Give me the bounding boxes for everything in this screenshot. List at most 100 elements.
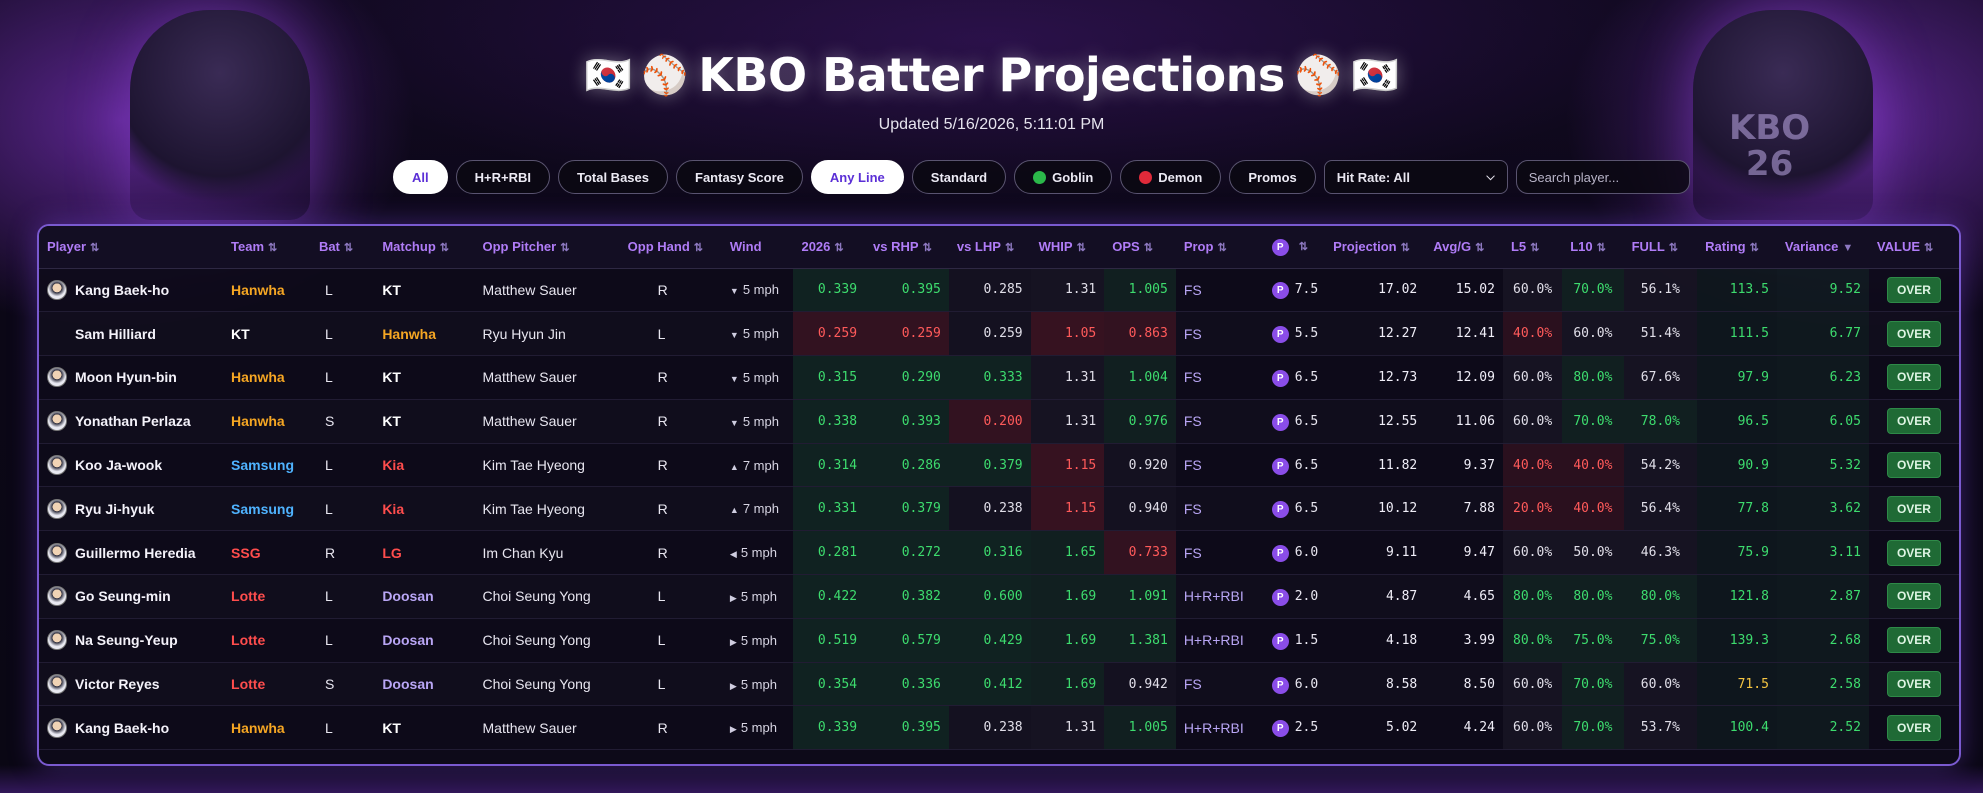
over-button[interactable]: OVER	[1886, 671, 1941, 698]
cell-opp-hand: R	[619, 399, 722, 444]
column-header-line[interactable]: P ⇅	[1263, 226, 1326, 269]
cell-projection: 8.58	[1325, 662, 1426, 707]
player-name[interactable]: Sam Hilliard	[75, 325, 156, 342]
column-header-value[interactable]: VALUE ⇅	[1868, 226, 1959, 269]
sort-icon: ⇅	[90, 242, 100, 255]
cell-wind: ▲ 7 mph	[721, 443, 794, 488]
cell-wind: ▼ 5 mph	[721, 399, 794, 444]
search-input[interactable]	[1515, 160, 1690, 194]
player-name[interactable]: Kang Baek-ho	[75, 719, 170, 736]
filter-chip-h-r-rbi[interactable]: H+R+RBI	[455, 160, 550, 194]
hit-rate-select[interactable]: Hit Rate: All ⌵	[1323, 160, 1508, 194]
cell-ops: 0.733	[1104, 530, 1176, 576]
cell-2026: 0.259	[793, 311, 866, 357]
column-header-wind[interactable]: Wind	[721, 226, 794, 269]
over-button[interactable]: OVER	[1886, 364, 1941, 391]
column-header-projection[interactable]: Projection ⇅	[1325, 226, 1426, 269]
cell-player: Kang Baek-ho	[39, 268, 224, 313]
player-name[interactable]: Victor Reyes	[75, 676, 160, 693]
cell-rating: 111.5	[1697, 311, 1777, 357]
cell-opp-pitcher: Kim Tae Hyeong	[474, 486, 620, 532]
over-button[interactable]: OVER	[1886, 495, 1941, 522]
cell-full: 51.4%	[1623, 311, 1698, 357]
table-row[interactable]: Kang Baek-ho Hanwha L KT Matthew Sauer R ▼ 5 mp…	[39, 268, 1959, 313]
prizepicks-icon: P	[1271, 326, 1289, 344]
table-row[interactable]: Yonathan Perlaza Hanwha S KT Matthew Sauer R ▼…	[39, 399, 1959, 444]
column-header-rating[interactable]: Rating ⇅	[1697, 226, 1777, 269]
cell-vs-rhp: 0.272	[865, 530, 949, 576]
over-button[interactable]: OVER	[1886, 408, 1941, 435]
filter-chip-all[interactable]: All	[393, 160, 448, 194]
prizepicks-icon: P	[1271, 369, 1289, 387]
cell-whip: 1.31	[1030, 268, 1105, 313]
table-row[interactable]: Kang Baek-ho Hanwha L KT Matthew Sauer R ▶ 5 mp…	[39, 705, 1959, 751]
column-header-player[interactable]: Player ⇅	[39, 226, 224, 269]
player-name[interactable]: Kang Baek-ho	[75, 281, 170, 298]
footer-glow	[0, 765, 1983, 793]
player-name[interactable]: Guillermo Heredia	[75, 544, 196, 561]
column-header-vs-lhp[interactable]: vs LHP ⇅	[948, 226, 1031, 269]
table-row[interactable]: Go Seung-min Lotte L Doosan Choi Seung Yong L…	[39, 574, 1959, 619]
player-name[interactable]: Moon Hyun-bin	[75, 369, 177, 386]
cell-2026: 0.422	[793, 574, 866, 619]
cell-ops: 0.940	[1104, 486, 1176, 532]
cell-player: Koo Ja-wook	[39, 443, 224, 488]
column-header-l5[interactable]: L5 ⇅	[1502, 226, 1563, 269]
player-name[interactable]: Ryu Ji-hyuk	[75, 500, 155, 517]
prizepicks-icon: P	[1271, 588, 1289, 606]
over-button[interactable]: OVER	[1886, 583, 1941, 610]
column-header-ops[interactable]: OPS ⇅	[1104, 226, 1176, 269]
table-row[interactable]: Ryu Ji-hyuk Samsung L Kia Kim Tae Hyeong R ▲ 7 …	[39, 486, 1959, 532]
over-button[interactable]: OVER	[1886, 627, 1941, 654]
table-row[interactable]: Koo Ja-wook Samsung L Kia Kim Tae Hyeong R ▲ 7 …	[39, 443, 1959, 488]
line-value: 5.5	[1294, 326, 1319, 342]
over-button[interactable]: OVER	[1886, 452, 1941, 479]
filter-chip-standard[interactable]: Standard	[911, 160, 1007, 194]
player-name[interactable]: Yonathan Perlaza	[75, 413, 191, 430]
column-header-opp-pitcher[interactable]: Opp Pitcher ⇅	[474, 226, 620, 269]
column-header-opp-hand[interactable]: Opp Hand ⇅	[619, 226, 722, 269]
green-dot-icon	[1033, 170, 1047, 184]
cell-avg-g: 7.88	[1425, 486, 1503, 532]
filter-chip-promos[interactable]: Promos	[1229, 160, 1316, 194]
filter-chip-demon[interactable]: Demon	[1120, 160, 1222, 194]
column-header-prop[interactable]: Prop ⇅	[1175, 226, 1264, 269]
table-row[interactable]: Sam Hilliard KT L Hanwha Ryu Hyun Jin L ▼ 5 mph…	[39, 311, 1959, 357]
table-row[interactable]: Victor Reyes Lotte S Doosan Choi Seung Yong L…	[39, 662, 1959, 707]
cell-opp-pitcher: Kim Tae Hyeong	[474, 443, 620, 488]
player-name[interactable]: Na Seung-Yeup	[75, 632, 178, 649]
cell-ops: 1.005	[1104, 705, 1176, 751]
filter-chip-total-bases[interactable]: Total Bases	[557, 160, 668, 194]
cell-avg-g: 4.24	[1425, 705, 1503, 751]
over-button[interactable]: OVER	[1886, 320, 1941, 347]
cell-vs-rhp: 0.395	[865, 268, 949, 313]
filter-chip-goblin[interactable]: Goblin	[1014, 160, 1113, 194]
column-header-team[interactable]: Team ⇅	[223, 226, 311, 269]
over-button[interactable]: OVER	[1886, 714, 1941, 741]
cell-whip: 1.31	[1030, 705, 1105, 751]
cell-wind: ▲ 7 mph	[721, 486, 794, 532]
player-name[interactable]: Go Seung-min	[75, 588, 171, 605]
over-button[interactable]: OVER	[1886, 539, 1941, 566]
column-header-vs-rhp[interactable]: vs RHP ⇅	[865, 226, 949, 269]
column-header-bat[interactable]: Bat ⇅	[310, 226, 375, 269]
player-name[interactable]: Koo Ja-wook	[75, 457, 163, 474]
column-header-whip[interactable]: WHIP ⇅	[1030, 226, 1105, 269]
column-header-l10[interactable]: L10 ⇅	[1562, 226, 1624, 269]
column-header-full[interactable]: FULL ⇅	[1623, 226, 1698, 269]
over-button[interactable]: OVER	[1886, 276, 1941, 303]
column-header-variance[interactable]: Variance ▼	[1776, 226, 1869, 269]
column-header-avg-g[interactable]: Avg/G ⇅	[1425, 226, 1503, 269]
filter-chip-fantasy-score[interactable]: Fantasy Score	[676, 160, 803, 194]
filter-chip-label: Goblin	[1052, 169, 1094, 185]
cell-full: 53.7%	[1623, 705, 1698, 751]
table-row[interactable]: Moon Hyun-bin Hanwha L KT Matthew Sauer R ▼ 5 m…	[39, 355, 1959, 400]
column-header-label: FULL	[1631, 239, 1665, 255]
table-row[interactable]: Na Seung-Yeup Lotte L Doosan Choi Seung Yong…	[39, 618, 1959, 663]
cell-player: Yonathan Perlaza	[39, 399, 224, 444]
column-header-y2026[interactable]: 2026 ⇅	[793, 226, 866, 269]
table-row[interactable]: Guillermo Heredia SSG R LG Im Chan Kyu R ◀ 5 mp…	[39, 530, 1959, 576]
cell-player: Sam Hilliard	[39, 311, 224, 357]
column-header-matchup[interactable]: Matchup ⇅	[374, 226, 475, 269]
filter-chip-any-line[interactable]: Any Line	[810, 160, 904, 194]
